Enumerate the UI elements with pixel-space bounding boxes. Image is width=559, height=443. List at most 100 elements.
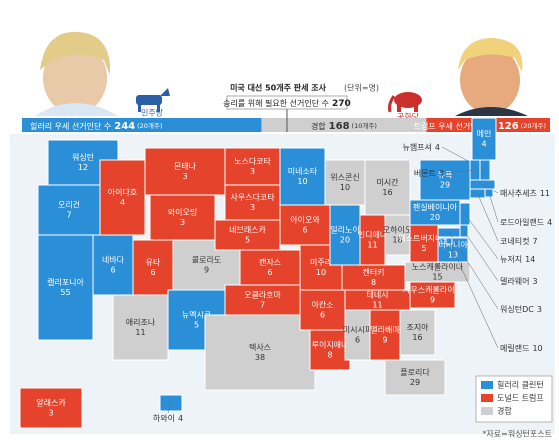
state-name: 펜실베이니아 — [413, 202, 458, 212]
summary-label: 힐러리 우세 선거인단 수 244 (20개주) — [30, 121, 162, 133]
state-name: 아이오와 — [290, 215, 320, 225]
state-label: 매사추세츠 11 — [500, 189, 550, 198]
state — [399, 309, 436, 356]
state-name: 켄터키 — [362, 267, 384, 277]
state-votes: 13 — [448, 251, 458, 260]
state-votes: 55 — [60, 288, 70, 297]
state-name: 유타 — [146, 258, 161, 267]
state-votes: 3 — [532, 277, 537, 286]
state-votes: 5 — [245, 236, 250, 245]
state-votes: 7 — [66, 211, 71, 220]
summary-states: (10개주) — [352, 121, 377, 130]
leader-line — [464, 213, 499, 260]
state-label: 버몬트 3 — [414, 168, 444, 178]
state-name: 콜로라도 — [192, 256, 221, 265]
state-votes: 6 — [355, 336, 360, 345]
summary-votes: 244 — [114, 121, 135, 132]
state-name: 오하이오 — [383, 225, 412, 235]
state-votes: 9 — [430, 296, 435, 305]
state-votes: 20 — [340, 236, 350, 245]
state-name: 아칸소 — [311, 300, 333, 310]
state — [409, 224, 439, 263]
state-votes: 3 — [182, 172, 187, 181]
state-votes: 16 — [412, 333, 422, 342]
state-votes: 3 — [48, 409, 53, 418]
state-name: 애리조나 — [126, 318, 156, 327]
title: 미국 대선 50개주 판세 조사 — [230, 83, 327, 93]
state-label: 델라웨어 3 — [500, 276, 538, 286]
threshold-label: 승리를 위해 필요한 선거인단 수 — [223, 98, 329, 108]
state-votes: 3 — [250, 167, 255, 176]
legend-swatch — [481, 381, 493, 389]
donkey-icon — [136, 88, 170, 112]
state — [364, 159, 411, 216]
state — [471, 117, 497, 161]
summary-votes: 168 — [329, 121, 350, 132]
threshold-value: 270 — [332, 99, 351, 109]
state-name: 뉴욕 — [438, 171, 453, 180]
state-votes: 4 — [435, 143, 440, 152]
state-votes: 11 — [135, 328, 145, 337]
leader-line — [477, 193, 499, 242]
state-votes: 4 — [547, 218, 552, 227]
state — [344, 309, 371, 361]
state-name: 버지니아 — [438, 240, 468, 250]
leader-line — [167, 402, 172, 414]
state-votes: 3 — [180, 218, 185, 227]
state-votes: 11 — [367, 241, 377, 250]
state-name: 메인 — [477, 129, 492, 139]
state-name: 델라웨어 — [500, 276, 529, 286]
legend-swatch — [481, 394, 493, 402]
state-name: 일리노이 — [330, 225, 359, 235]
state-label: 메릴랜드 10 — [500, 343, 543, 353]
state-votes: 8 — [327, 351, 332, 360]
state-name: 몬태나 — [174, 162, 197, 171]
threshold-box — [226, 95, 348, 110]
state-name: 메릴랜드 — [500, 343, 529, 353]
state-name: 사우스다코타 — [230, 193, 275, 202]
state-name: 테네시 — [366, 291, 388, 300]
state-name: 미시시피 — [343, 326, 372, 335]
state-votes: 6 — [150, 268, 155, 277]
summary-label: 경합 168 (10개주) — [311, 121, 377, 133]
state-votes: 10 — [316, 268, 326, 277]
state-name: 네바다 — [102, 255, 125, 265]
state-votes: 9 — [204, 266, 209, 275]
state-name: 웨스트버지니아 — [398, 233, 450, 243]
state-name: 노스다코타 — [234, 157, 271, 166]
summary-votes: 126 — [498, 121, 519, 132]
state-label: 뉴저지 14 — [500, 255, 535, 264]
state-name: 뉴햄프셔 — [402, 142, 431, 152]
state-votes: 9 — [382, 336, 387, 345]
state — [214, 219, 281, 251]
state-votes: 10 — [340, 183, 350, 192]
state — [324, 159, 366, 206]
state-votes: 20 — [430, 213, 440, 222]
state-name: 노스캐롤라이나 — [412, 262, 464, 272]
summary-bar — [22, 118, 262, 132]
state — [279, 147, 326, 206]
state-name: 플로리다 — [400, 368, 430, 377]
state-votes: 18 — [392, 236, 402, 245]
legend-label: 힐러리 클린턴 — [497, 380, 544, 390]
state-votes: 6 — [110, 266, 115, 275]
state — [369, 309, 401, 361]
state — [409, 281, 456, 309]
state-votes: 11 — [540, 189, 550, 198]
legend-swatch — [481, 407, 493, 415]
state-votes: 6 — [302, 226, 307, 235]
unit: (단위=명) — [344, 83, 379, 93]
state-name: 로드아일랜드 — [500, 217, 544, 227]
state-name: 텍사스 — [249, 342, 271, 352]
state — [309, 329, 351, 371]
state-votes: 7 — [532, 237, 537, 246]
state-name: 하와이 — [153, 413, 175, 423]
state — [37, 234, 94, 341]
summary-text: 힐러리 우세 선거인단 수 — [30, 121, 111, 131]
state-votes: 4 — [178, 414, 183, 423]
state — [224, 147, 281, 186]
summary-bar — [261, 118, 427, 132]
state-name: 사우스캐롤라이나 — [403, 285, 463, 295]
state — [99, 159, 146, 236]
